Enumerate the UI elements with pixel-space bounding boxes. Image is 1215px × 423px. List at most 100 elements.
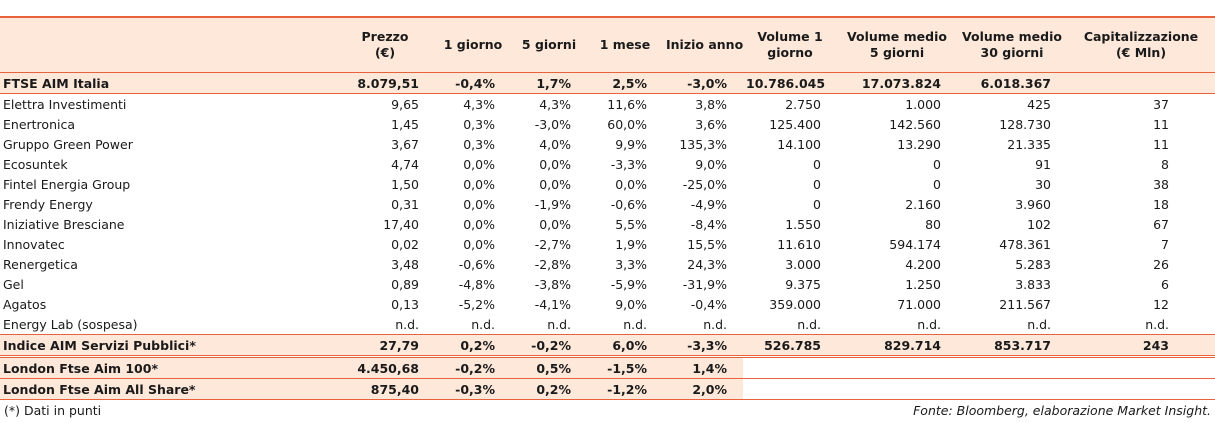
stock-change-1-month: 9,0% [587, 294, 663, 314]
stock-change-5-days: -2,7% [511, 234, 587, 254]
stock-price: 17,40 [335, 214, 435, 234]
index-change-1-day: -0,4% [435, 72, 511, 94]
stock-name: Iniziative Bresciane [0, 214, 335, 234]
market-table: Prezzo (€) 1 giorno 5 giorni 1 mese Inizi… [0, 16, 1215, 400]
stock-name: Gel [0, 274, 335, 294]
stock-change-ytd: 3,8% [663, 93, 743, 114]
table-row: Elettra Investimenti 9,65 4,3% 4,3% 11,6% 3,8… [0, 93, 1215, 114]
table-header-row: Prezzo (€) 1 giorno 5 giorni 1 mese Inizi… [0, 16, 1215, 73]
index-volume-avg-30-days: 853.717 [957, 334, 1067, 358]
index-name: London Ftse Aim 100* [0, 356, 335, 379]
stock-change-1-day: 0,0% [435, 214, 511, 234]
header-1-day: 1 giorno [435, 16, 511, 73]
stock-volume-avg-5-days: 0 [837, 174, 957, 194]
stock-capitalization: 11 [1067, 134, 1215, 154]
stock-change-ytd: 15,5% [663, 234, 743, 254]
stock-volume-avg-30-days: 102 [957, 214, 1067, 234]
stock-volume-avg-30-days: 425 [957, 93, 1067, 114]
stock-change-1-month: 3,3% [587, 254, 663, 274]
stock-change-ytd: -31,9% [663, 274, 743, 294]
stock-volume-avg-30-days: 91 [957, 154, 1067, 174]
stock-change-1-month: 11,6% [587, 93, 663, 114]
stock-volume-avg-30-days: 211.567 [957, 294, 1067, 314]
stock-volume-1-day: n.d. [743, 314, 837, 335]
stock-volume-1-day: 14.100 [743, 134, 837, 154]
stock-change-1-day: -5,2% [435, 294, 511, 314]
index-change-1-month: -1,2% [587, 378, 663, 400]
stock-price: 3,48 [335, 254, 435, 274]
stock-name: Energy Lab (sospesa) [0, 314, 335, 335]
index-row-ftse-aim-italia: FTSE AIM Italia 8.079,51 -0,4% 1,7% 2,5%… [0, 72, 1215, 94]
stock-change-1-month: n.d. [587, 314, 663, 335]
index-volume-avg-5-days: 829.714 [837, 334, 957, 358]
stock-price: 0,02 [335, 234, 435, 254]
empty-cell [837, 356, 957, 379]
stock-capitalization: n.d. [1067, 314, 1215, 335]
stock-change-1-month: -3,3% [587, 154, 663, 174]
stock-change-1-day: n.d. [435, 314, 511, 335]
index-change-ytd: -3,3% [663, 334, 743, 358]
header-name [0, 16, 335, 73]
stock-price: 0,89 [335, 274, 435, 294]
stock-name: Ecosuntek [0, 154, 335, 174]
stock-volume-avg-5-days: 80 [837, 214, 957, 234]
index-change-5-days: 0,5% [511, 356, 587, 379]
index-change-1-month: -1,5% [587, 356, 663, 379]
table-row: Energy Lab (sospesa) n.d. n.d. n.d. n.d. n.d.… [0, 314, 1215, 335]
index-volume-1-day: 526.785 [743, 334, 837, 358]
stock-capitalization: 6 [1067, 274, 1215, 294]
index-price: 27,79 [335, 334, 435, 358]
stock-change-5-days: 0,0% [511, 154, 587, 174]
stock-volume-1-day: 3.000 [743, 254, 837, 274]
table-row: Iniziative Bresciane 17,40 0,0% 0,0% 5,5% -8,… [0, 214, 1215, 234]
stock-change-ytd: n.d. [663, 314, 743, 335]
empty-cell [957, 378, 1067, 400]
index-price: 4.450,68 [335, 356, 435, 379]
stock-change-1-day: 4,3% [435, 93, 511, 114]
stock-name: Elettra Investimenti [0, 93, 335, 114]
stock-volume-1-day: 2.750 [743, 93, 837, 114]
header-1-month: 1 mese [587, 16, 663, 73]
table-row: Gel 0,89 -4,8% -3,8% -5,9% -31,9% 9.375 1.250 3.… [0, 274, 1215, 294]
stock-volume-avg-5-days: 594.174 [837, 234, 957, 254]
empty-cell [1067, 356, 1215, 379]
stock-change-5-days: -3,8% [511, 274, 587, 294]
stock-price: 1,45 [335, 114, 435, 134]
index-name: Indice AIM Servizi Pubblici* [0, 334, 335, 358]
stock-volume-avg-30-days: 3.833 [957, 274, 1067, 294]
table-row: Renergetica 3,48 -0,6% -2,8% 3,3% 24,3% 3.000 4… [0, 254, 1215, 274]
stock-volume-1-day: 11.610 [743, 234, 837, 254]
footnote: (*) Dati in punti [4, 403, 102, 418]
index-volume-1-day: 10.786.045 [743, 72, 837, 94]
stock-change-ytd: -25,0% [663, 174, 743, 194]
stock-change-1-day: -0,6% [435, 254, 511, 274]
stock-change-5-days: 4,0% [511, 134, 587, 154]
stock-capitalization: 8 [1067, 154, 1215, 174]
market-table-container: Prezzo (€) 1 giorno 5 giorni 1 mese Inizi… [0, 16, 1215, 400]
stock-volume-avg-5-days: 2.160 [837, 194, 957, 214]
index-price: 8.079,51 [335, 72, 435, 94]
stock-change-5-days: 0,0% [511, 174, 587, 194]
index-volume-avg-5-days: 17.073.824 [837, 72, 957, 94]
index-change-5-days: 1,7% [511, 72, 587, 94]
index-change-1-month: 6,0% [587, 334, 663, 358]
stock-volume-avg-30-days: 478.361 [957, 234, 1067, 254]
stock-volume-avg-30-days: n.d. [957, 314, 1067, 335]
stock-volume-1-day: 1.550 [743, 214, 837, 234]
stock-volume-1-day: 9.375 [743, 274, 837, 294]
stock-price: 4,74 [335, 154, 435, 174]
stock-name: Frendy Energy [0, 194, 335, 214]
stock-volume-avg-5-days: 1.250 [837, 274, 957, 294]
index-capitalization [1067, 72, 1215, 94]
stock-change-1-day: 0,0% [435, 154, 511, 174]
stock-change-1-month: 0,0% [587, 174, 663, 194]
header-capitalization: Capitalizzazione (€ Mln) [1067, 16, 1215, 73]
stock-volume-avg-5-days: 1.000 [837, 93, 957, 114]
stock-change-1-day: 0,3% [435, 114, 511, 134]
index-change-5-days: -0,2% [511, 334, 587, 358]
stock-price: 0,31 [335, 194, 435, 214]
stock-name: Innovatec [0, 234, 335, 254]
header-volume-avg-5-days: Volume medio 5 giorni [837, 16, 957, 73]
stock-capitalization: 18 [1067, 194, 1215, 214]
index-change-1-day: -0,2% [435, 356, 511, 379]
